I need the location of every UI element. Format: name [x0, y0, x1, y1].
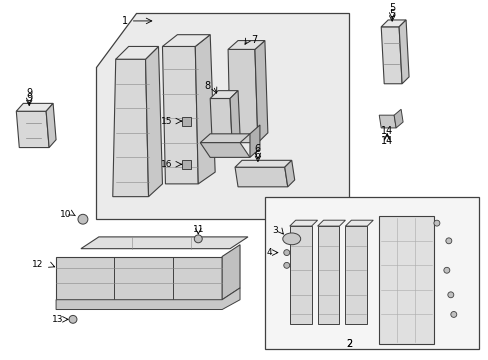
- Ellipse shape: [282, 233, 300, 245]
- Text: 8: 8: [203, 81, 210, 91]
- Text: 12: 12: [32, 260, 43, 269]
- Text: 4: 4: [265, 248, 271, 257]
- Bar: [182, 160, 191, 169]
- Text: 10: 10: [60, 210, 71, 219]
- Polygon shape: [249, 125, 260, 157]
- Circle shape: [447, 292, 453, 298]
- Polygon shape: [381, 27, 401, 84]
- Polygon shape: [81, 237, 247, 249]
- Text: 15: 15: [161, 117, 172, 126]
- Polygon shape: [284, 160, 294, 187]
- Circle shape: [194, 235, 202, 243]
- Polygon shape: [235, 167, 287, 187]
- Text: 2: 2: [346, 339, 352, 349]
- Polygon shape: [230, 91, 240, 143]
- Polygon shape: [113, 59, 148, 197]
- Polygon shape: [317, 220, 345, 226]
- Polygon shape: [200, 143, 249, 157]
- Circle shape: [283, 262, 289, 268]
- Text: 9: 9: [26, 94, 32, 103]
- Polygon shape: [345, 220, 372, 226]
- Polygon shape: [162, 46, 198, 184]
- Polygon shape: [145, 46, 162, 197]
- Text: 1: 1: [122, 16, 127, 26]
- Polygon shape: [162, 35, 210, 46]
- Polygon shape: [116, 46, 158, 59]
- Text: 11: 11: [192, 225, 203, 234]
- Circle shape: [69, 315, 77, 323]
- Circle shape: [78, 214, 88, 224]
- Polygon shape: [56, 288, 240, 310]
- Polygon shape: [317, 226, 339, 324]
- Polygon shape: [16, 111, 49, 148]
- Polygon shape: [56, 257, 222, 300]
- Polygon shape: [289, 226, 311, 324]
- Text: 9: 9: [26, 87, 32, 98]
- Polygon shape: [210, 99, 232, 143]
- Polygon shape: [222, 245, 240, 300]
- Polygon shape: [289, 220, 317, 226]
- Bar: [182, 117, 191, 126]
- Polygon shape: [393, 109, 402, 128]
- Text: 14: 14: [380, 136, 392, 146]
- Polygon shape: [96, 13, 349, 219]
- Text: 16: 16: [161, 160, 172, 169]
- Polygon shape: [345, 226, 366, 324]
- Polygon shape: [254, 41, 267, 143]
- Text: 6: 6: [254, 144, 261, 154]
- Text: 6: 6: [254, 150, 261, 161]
- Polygon shape: [195, 35, 215, 184]
- Text: 7: 7: [250, 35, 257, 45]
- Circle shape: [443, 267, 449, 273]
- Text: 13: 13: [51, 315, 63, 324]
- Polygon shape: [235, 160, 291, 167]
- Polygon shape: [379, 216, 433, 344]
- Circle shape: [450, 311, 456, 318]
- Text: 2: 2: [346, 339, 352, 349]
- Circle shape: [445, 238, 451, 244]
- Polygon shape: [227, 41, 264, 49]
- Polygon shape: [398, 20, 408, 84]
- Polygon shape: [227, 49, 257, 143]
- Circle shape: [283, 249, 289, 256]
- Polygon shape: [381, 20, 405, 27]
- Text: 5: 5: [388, 3, 394, 13]
- Text: 3: 3: [271, 225, 277, 234]
- Text: 5: 5: [388, 9, 394, 19]
- Polygon shape: [210, 91, 238, 99]
- Polygon shape: [264, 197, 478, 349]
- Polygon shape: [16, 103, 53, 111]
- Circle shape: [433, 220, 439, 226]
- Polygon shape: [379, 115, 395, 128]
- Polygon shape: [200, 134, 249, 143]
- Text: 14: 14: [380, 126, 392, 136]
- Polygon shape: [46, 103, 56, 148]
